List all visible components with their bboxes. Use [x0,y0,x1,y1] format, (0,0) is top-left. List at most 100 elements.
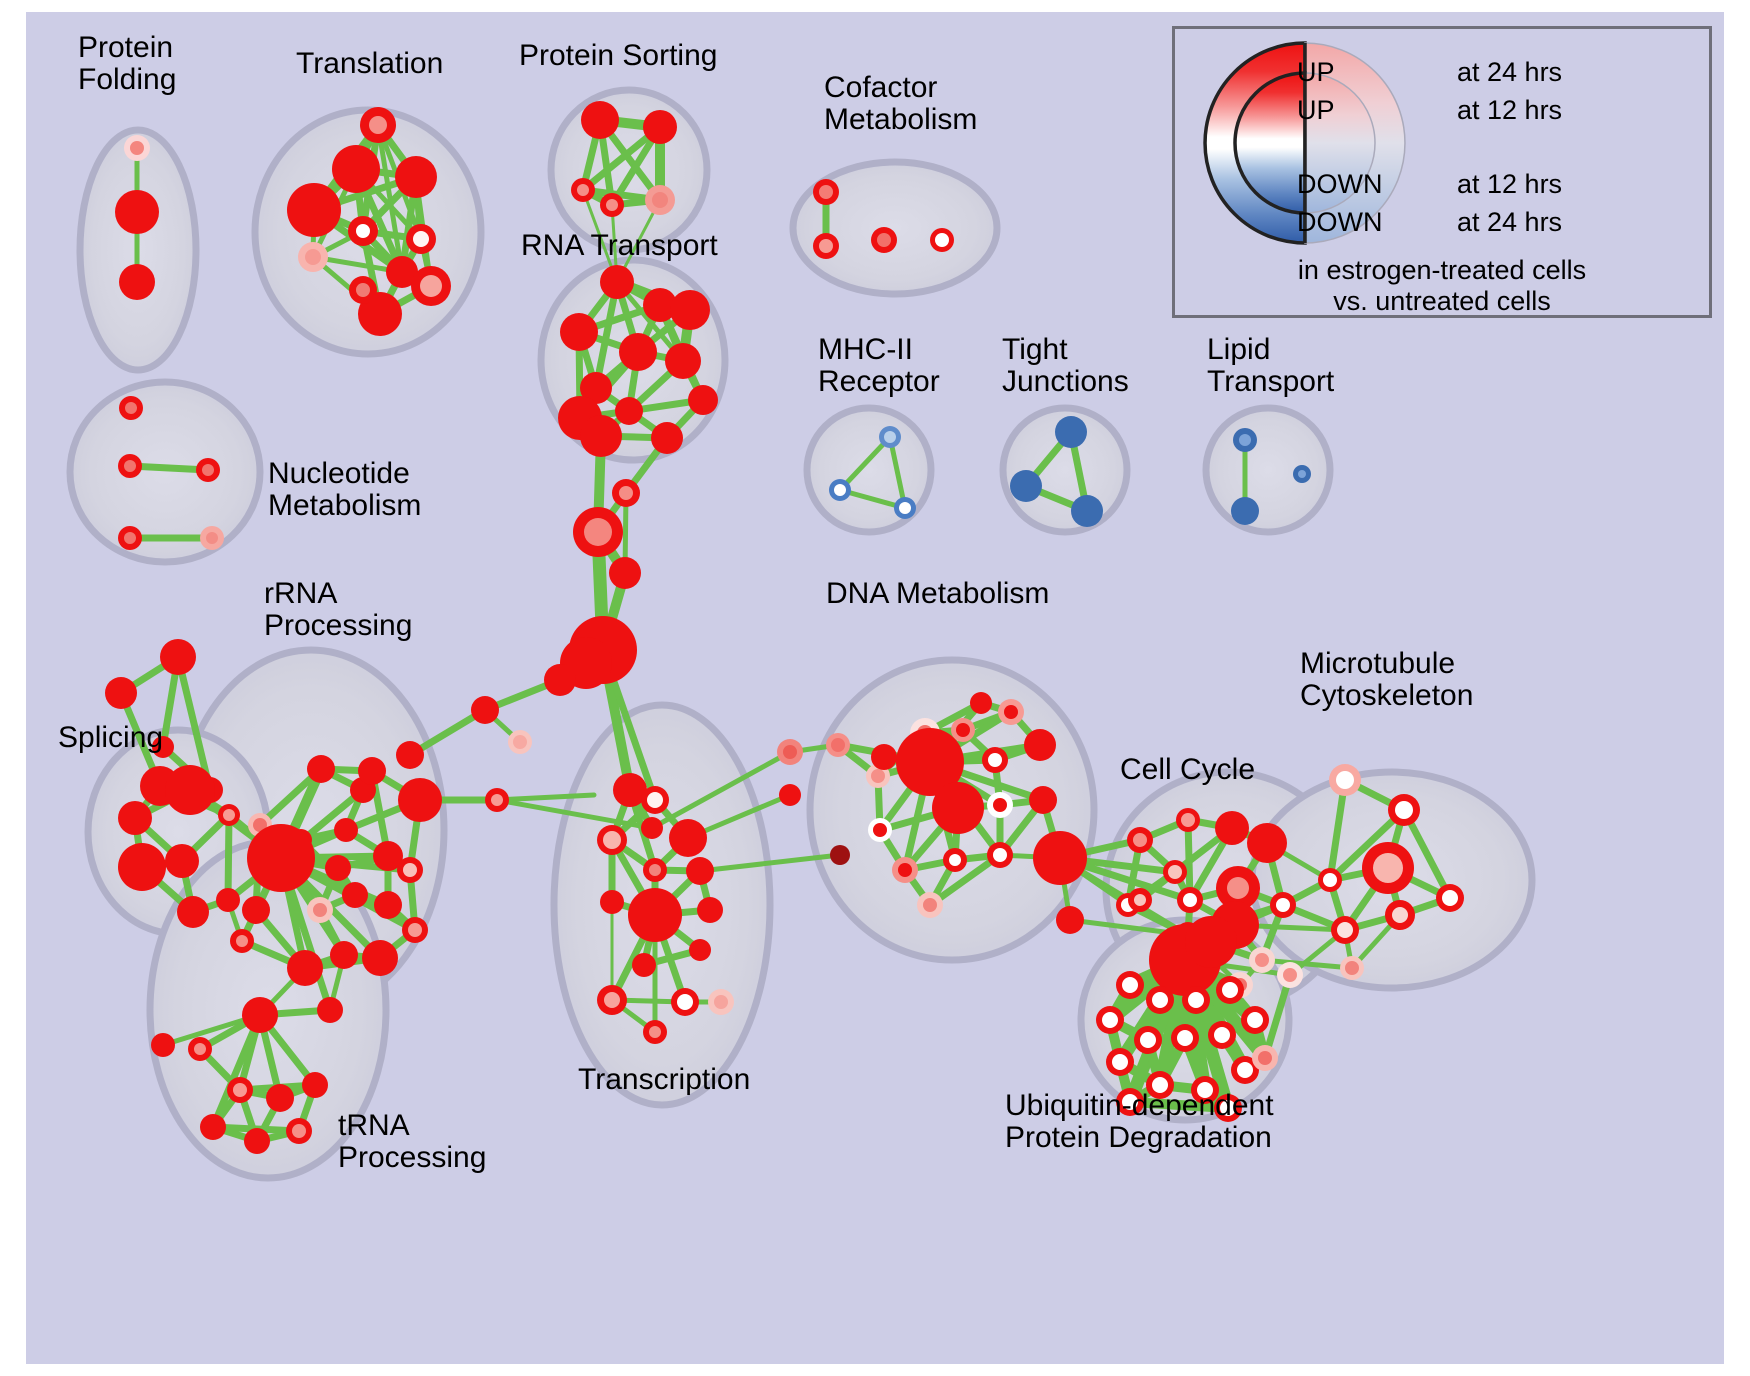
node [868,818,892,842]
node [1216,976,1244,1004]
node [571,178,595,202]
node [600,193,624,217]
node [708,989,734,1015]
node [242,896,270,924]
legend-state-down-12: DOWN [1297,169,1383,199]
node [665,343,701,379]
node [829,479,851,501]
node [987,792,1013,818]
legend-time-down-24: at 24 hrs [1457,207,1563,237]
node [1177,887,1203,913]
node [165,844,199,878]
node [1071,495,1103,527]
node [643,288,677,322]
node [330,941,358,969]
cluster-label-mhc-ii-receptor: MHC-II Receptor [818,333,940,399]
node [1331,916,1359,944]
node [600,890,624,914]
node [615,397,643,425]
node [216,888,240,912]
node [362,940,398,976]
node [395,156,437,198]
legend-caption: in estrogen-treated cells vs. untreated … [1175,255,1709,317]
node [697,897,723,923]
node [892,857,918,883]
node [1208,1021,1236,1049]
node [1293,465,1311,483]
cluster-label-microtubule: Microtubule Cytoskeleton [1300,647,1474,713]
cluster-label-translation: Translation [296,47,444,80]
node [177,896,209,928]
legend-caption-line2: vs. untreated cells [1333,286,1551,317]
node [1176,808,1200,832]
legend-time-down-12: at 12 hrs [1457,169,1563,199]
node [871,744,897,770]
node [287,950,323,986]
node [1056,906,1084,934]
node [302,1072,328,1098]
node [688,385,718,415]
legend-state-up-12: UP [1297,95,1335,125]
node [118,801,152,835]
node [573,507,623,557]
node [645,185,675,215]
node [244,1128,270,1154]
node [597,985,627,1015]
node [1388,794,1420,826]
node [970,692,992,714]
cluster-label-transcription: Transcription [578,1063,751,1096]
node [358,292,402,336]
node [266,1084,294,1112]
node [411,266,451,306]
node [317,997,343,1023]
node [628,888,682,942]
node [1329,764,1361,796]
hull-lipid-transport [1202,404,1334,536]
node [580,372,612,404]
node [879,426,901,448]
node [580,415,622,457]
node [471,696,499,724]
node [332,145,380,193]
node [342,882,368,908]
node [597,825,627,855]
node [689,939,711,961]
node [386,256,418,288]
node [334,818,358,842]
node [1249,947,1275,973]
node [1216,866,1260,910]
node [1318,868,1342,892]
node [398,778,442,822]
node [349,276,377,304]
cluster-label-cell-cycle: Cell Cycle [1120,753,1256,786]
cluster-label-rna-transport: RNA Transport [521,229,718,262]
node [124,135,150,161]
node [1231,1056,1259,1084]
node [118,843,166,891]
node [1055,416,1087,448]
cluster-label-protein-sorting: Protein Sorting [519,39,718,72]
node [932,782,984,834]
node [1128,888,1152,912]
node [1029,786,1057,814]
node [218,804,240,826]
node [987,842,1013,868]
node [670,290,710,330]
node [1185,916,1237,968]
node [560,313,598,351]
node [951,718,975,742]
node [1134,1026,1162,1054]
node [813,233,839,259]
hull-protein-sorting [547,86,711,254]
node [1010,470,1042,502]
node [1146,986,1174,1014]
node [1270,892,1296,918]
node [307,755,335,783]
node [227,1077,253,1103]
node [348,216,378,246]
node [373,841,403,871]
node [286,1118,312,1144]
node [1241,1006,1269,1034]
node [830,845,850,865]
legend-time-up-24: at 24 hrs [1457,57,1563,87]
